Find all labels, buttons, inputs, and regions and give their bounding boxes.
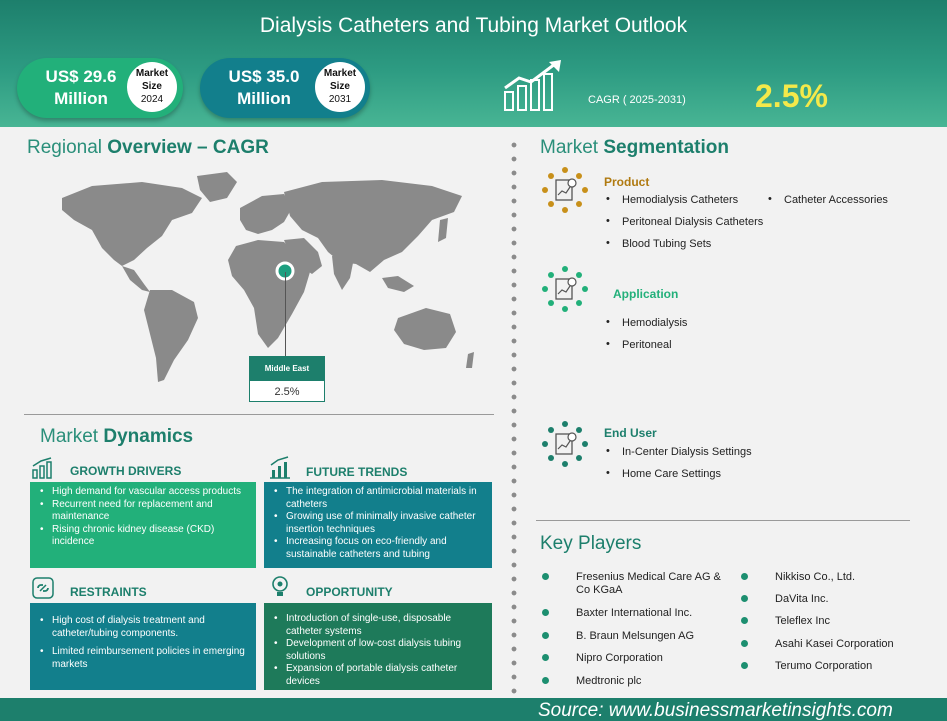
- world-map: [62, 172, 474, 382]
- key-player: B. Braun Melsungen AG: [576, 630, 695, 642]
- bullet-dot: [741, 640, 748, 647]
- lightbulb-gear-icon: [272, 576, 288, 596]
- market-dynamics-heading: Market Dynamics: [40, 426, 193, 448]
- value-line2: Million: [54, 89, 108, 108]
- key-player: Nikkiso Co., Ltd.: [775, 571, 856, 583]
- growth-chart-icon: [504, 60, 561, 111]
- growth-drivers-card: High demand for vascular access products…: [30, 482, 256, 568]
- market-size-2024-value: US$ 29.6 Million: [31, 66, 131, 110]
- bar-chart-icon: [32, 457, 52, 479]
- market-segmentation-heading: Market Segmentation: [540, 137, 729, 159]
- bullet-dot: [741, 617, 748, 624]
- list-item: Home Care Settings: [606, 467, 721, 480]
- market-size-2031-pill: US$ 35.0 Million Market Size 2031: [200, 58, 370, 118]
- key-player: Fresenius Medical Care AG & Co KGaA: [576, 571, 721, 596]
- region-cagr-value: 2.5%: [274, 386, 300, 398]
- list-item: Blood Tubing Sets: [606, 237, 711, 250]
- application-report-icon: [542, 266, 588, 312]
- header-banner: Dialysis Catheters and Tubing Market Out…: [0, 0, 947, 127]
- future-trends-card: The integration of antimicrobial materia…: [264, 482, 492, 568]
- trend-chart-icon: [270, 456, 290, 479]
- key-player: Baxter International Inc.: [576, 607, 693, 619]
- bullet-dot: [542, 632, 549, 639]
- list-item: Expansion of portable dialysis catheter …: [274, 663, 484, 688]
- bullet-dot: [741, 573, 748, 580]
- list-item: Development of low-cost dialysis tubing …: [274, 638, 484, 663]
- middle-east-cagr-box: Middle East 2.5%: [249, 356, 325, 402]
- application-heading: Application: [613, 287, 679, 301]
- list-item: Introduction of single-use, disposable c…: [274, 613, 484, 638]
- broken-link-icon: [32, 577, 54, 599]
- list-item: High cost of dialysis treatment and cath…: [40, 615, 248, 640]
- key-player: DaVita Inc.: [775, 593, 829, 605]
- list-item: Limited reimbursement policies in emergi…: [40, 646, 248, 671]
- product-heading: Product: [604, 175, 650, 189]
- key-player: Teleflex Inc: [775, 615, 831, 627]
- regional-overview-heading: Regional Overview – CAGR: [27, 137, 269, 159]
- footer-bar: Source: www.businessmarketinsights.com: [0, 698, 947, 721]
- bullet-dot: [741, 595, 748, 602]
- opportunity-heading: OPPORTUNITY: [306, 585, 393, 599]
- key-player: Medtronic plc: [576, 675, 642, 687]
- list-item: Peritoneal: [606, 338, 672, 351]
- badge-year: 2031: [328, 94, 352, 105]
- key-players-heading: Key Players: [540, 533, 642, 554]
- bullet-dot: [741, 662, 748, 669]
- restraints-heading: RESTRAINTS: [70, 585, 147, 599]
- cagr-value: 2.5%: [755, 78, 828, 114]
- list-item: Peritoneal Dialysis Catheters: [606, 215, 763, 228]
- bullet-dot: [542, 677, 549, 684]
- badge-line2: Size: [141, 81, 162, 92]
- bullet-dot: [542, 573, 549, 580]
- bullet-dot: [542, 609, 549, 616]
- badge-line1: Market: [135, 68, 169, 79]
- list-item: In-Center Dialysis Settings: [606, 445, 752, 458]
- value-line1: US$ 35.0: [228, 67, 300, 86]
- list-item: Recurrent need for replacement and maint…: [40, 499, 248, 524]
- key-player: Nipro Corporation: [576, 652, 663, 664]
- heading-light: Market: [40, 426, 99, 447]
- key-player: Terumo Corporation: [775, 660, 873, 672]
- future-trends-heading: FUTURE TRENDS: [306, 465, 408, 479]
- badge-line2: Size: [329, 81, 350, 92]
- market-size-2031-value: US$ 35.0 Million: [214, 66, 314, 110]
- market-size-2024-pill: US$ 29.6 Million Market Size 2024: [17, 58, 183, 118]
- end-user-report-icon: [542, 421, 588, 467]
- heading-bold: Segmentation: [603, 137, 729, 158]
- source-link[interactable]: Source: www.businessmarketinsights.com: [538, 700, 893, 721]
- list-item: The integration of antimicrobial materia…: [274, 486, 484, 511]
- restraints-card: High cost of dialysis treatment and cath…: [30, 603, 256, 690]
- marker-leader-line: [285, 272, 286, 356]
- value-line2: Million: [237, 89, 291, 108]
- key-player: Asahi Kasei Corporation: [775, 638, 894, 650]
- vertical-dotted-divider: [510, 138, 518, 698]
- badge-year: 2024: [140, 94, 164, 105]
- list-item: Growing use of minimally invasive cathet…: [274, 511, 484, 536]
- product-report-icon: [542, 167, 588, 213]
- list-item: Rising chronic kidney disease (CKD) inci…: [40, 524, 248, 549]
- market-size-2024-badge: Market Size 2024: [127, 62, 177, 112]
- section-divider: [536, 520, 910, 521]
- region-label: Middle East: [250, 357, 324, 381]
- end-user-heading: End User: [604, 426, 657, 440]
- heading-light: Market: [540, 137, 599, 158]
- value-line1: US$ 29.6: [45, 67, 117, 86]
- section-divider: [24, 414, 494, 415]
- cagr-label: CAGR ( 2025-2031): [588, 94, 686, 106]
- list-item: High demand for vascular access products: [40, 486, 248, 499]
- badge-line1: Market: [323, 68, 357, 79]
- heading-light: Regional: [27, 137, 102, 158]
- heading-bold: Dynamics: [103, 426, 194, 447]
- list-item: Hemodialysis Catheters: [606, 193, 738, 206]
- list-item: Catheter Accessories: [768, 193, 888, 206]
- bullet-dot: [542, 654, 549, 661]
- growth-drivers-heading: GROWTH DRIVERS: [70, 464, 182, 478]
- list-item: Hemodialysis: [606, 316, 687, 329]
- heading-bold: Overview – CAGR: [107, 137, 269, 158]
- list-item: Increasing focus on eco-friendly and sus…: [274, 536, 484, 561]
- market-size-2031-badge: Market Size 2031: [315, 62, 365, 112]
- page-title: Dialysis Catheters and Tubing Market Out…: [259, 14, 688, 37]
- opportunity-card: Introduction of single-use, disposable c…: [264, 603, 492, 690]
